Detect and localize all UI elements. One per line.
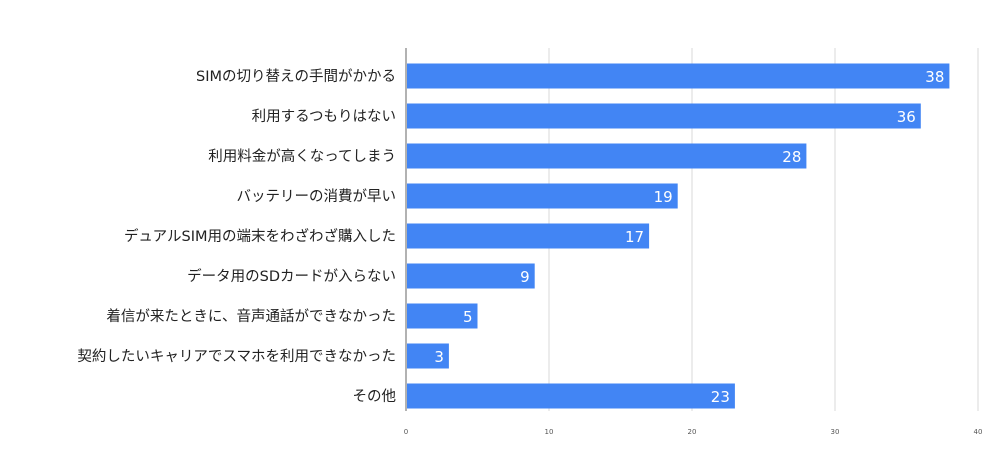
bar (407, 63, 950, 89)
bar (407, 183, 678, 209)
category-label: デュアルSIM用の端末をわざわざ購入した (124, 227, 396, 245)
bar (407, 343, 449, 369)
category-label: データ用のSDカードが入らない (187, 267, 396, 285)
bar (407, 263, 535, 289)
bar (407, 303, 478, 329)
category-label: バッテリーの消費が早い (237, 188, 397, 205)
bar (407, 223, 650, 249)
bar (407, 383, 735, 409)
data-label: 5 (463, 308, 473, 326)
data-label: 9 (520, 268, 530, 286)
category-label: 着信が来たときに、音声通話ができなかった (106, 307, 396, 325)
category-label: SIMの切り替えの手間がかかる (196, 68, 396, 85)
x-tick-label: 20 (688, 428, 697, 436)
bar (407, 103, 921, 129)
x-tick-label: 10 (545, 428, 554, 436)
category-label: その他 (353, 388, 397, 405)
data-label: 38 (925, 68, 944, 86)
category-label: 契約したいキャリアでスマホを利用できなかった (77, 348, 396, 365)
data-label: 17 (625, 228, 644, 246)
x-tick-label: 30 (831, 428, 840, 436)
category-label: 利用料金が高くなってしまう (208, 148, 396, 165)
data-label: 19 (654, 188, 673, 206)
x-tick-label: 40 (974, 428, 983, 436)
x-tick-label: 0 (404, 428, 408, 436)
data-label: 3 (434, 348, 444, 366)
data-label: 28 (782, 148, 801, 166)
bar (407, 143, 807, 169)
data-label: 36 (897, 108, 916, 126)
data-label: 23 (711, 388, 730, 406)
category-label: 利用するつもりはない (252, 108, 396, 125)
